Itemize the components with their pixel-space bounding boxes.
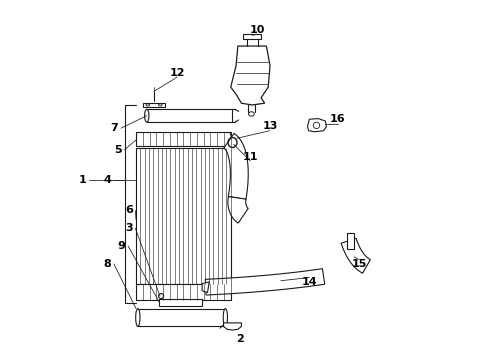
- Ellipse shape: [248, 112, 254, 116]
- Text: 1: 1: [78, 175, 86, 185]
- Ellipse shape: [159, 294, 164, 298]
- Polygon shape: [231, 46, 270, 105]
- Polygon shape: [224, 134, 248, 199]
- Polygon shape: [243, 33, 261, 39]
- Text: 14: 14: [301, 277, 317, 287]
- Text: 11: 11: [243, 152, 258, 162]
- Text: 5: 5: [114, 145, 122, 155]
- Text: 13: 13: [262, 121, 278, 131]
- Text: 12: 12: [170, 68, 185, 78]
- Text: 2: 2: [236, 334, 244, 344]
- Text: 10: 10: [250, 25, 265, 35]
- Polygon shape: [341, 238, 370, 273]
- Polygon shape: [147, 109, 232, 122]
- Polygon shape: [308, 118, 326, 132]
- Polygon shape: [223, 323, 242, 330]
- Ellipse shape: [313, 122, 319, 129]
- Polygon shape: [205, 269, 325, 295]
- Ellipse shape: [223, 309, 227, 327]
- Polygon shape: [136, 148, 231, 284]
- Text: 16: 16: [330, 114, 345, 124]
- Text: 15: 15: [352, 259, 367, 269]
- Text: 9: 9: [118, 241, 126, 251]
- Polygon shape: [138, 309, 225, 327]
- Text: 4: 4: [103, 175, 111, 185]
- Ellipse shape: [146, 104, 149, 106]
- Text: 8: 8: [103, 259, 111, 269]
- Text: 6: 6: [125, 205, 133, 215]
- Ellipse shape: [159, 104, 162, 106]
- Ellipse shape: [136, 309, 140, 327]
- Polygon shape: [159, 298, 202, 306]
- Polygon shape: [347, 233, 354, 249]
- Polygon shape: [136, 284, 231, 300]
- Polygon shape: [136, 132, 231, 146]
- Polygon shape: [143, 103, 165, 107]
- Polygon shape: [228, 197, 248, 223]
- Text: 3: 3: [125, 223, 133, 233]
- Polygon shape: [202, 282, 209, 293]
- Ellipse shape: [145, 109, 149, 122]
- Text: 7: 7: [111, 123, 119, 133]
